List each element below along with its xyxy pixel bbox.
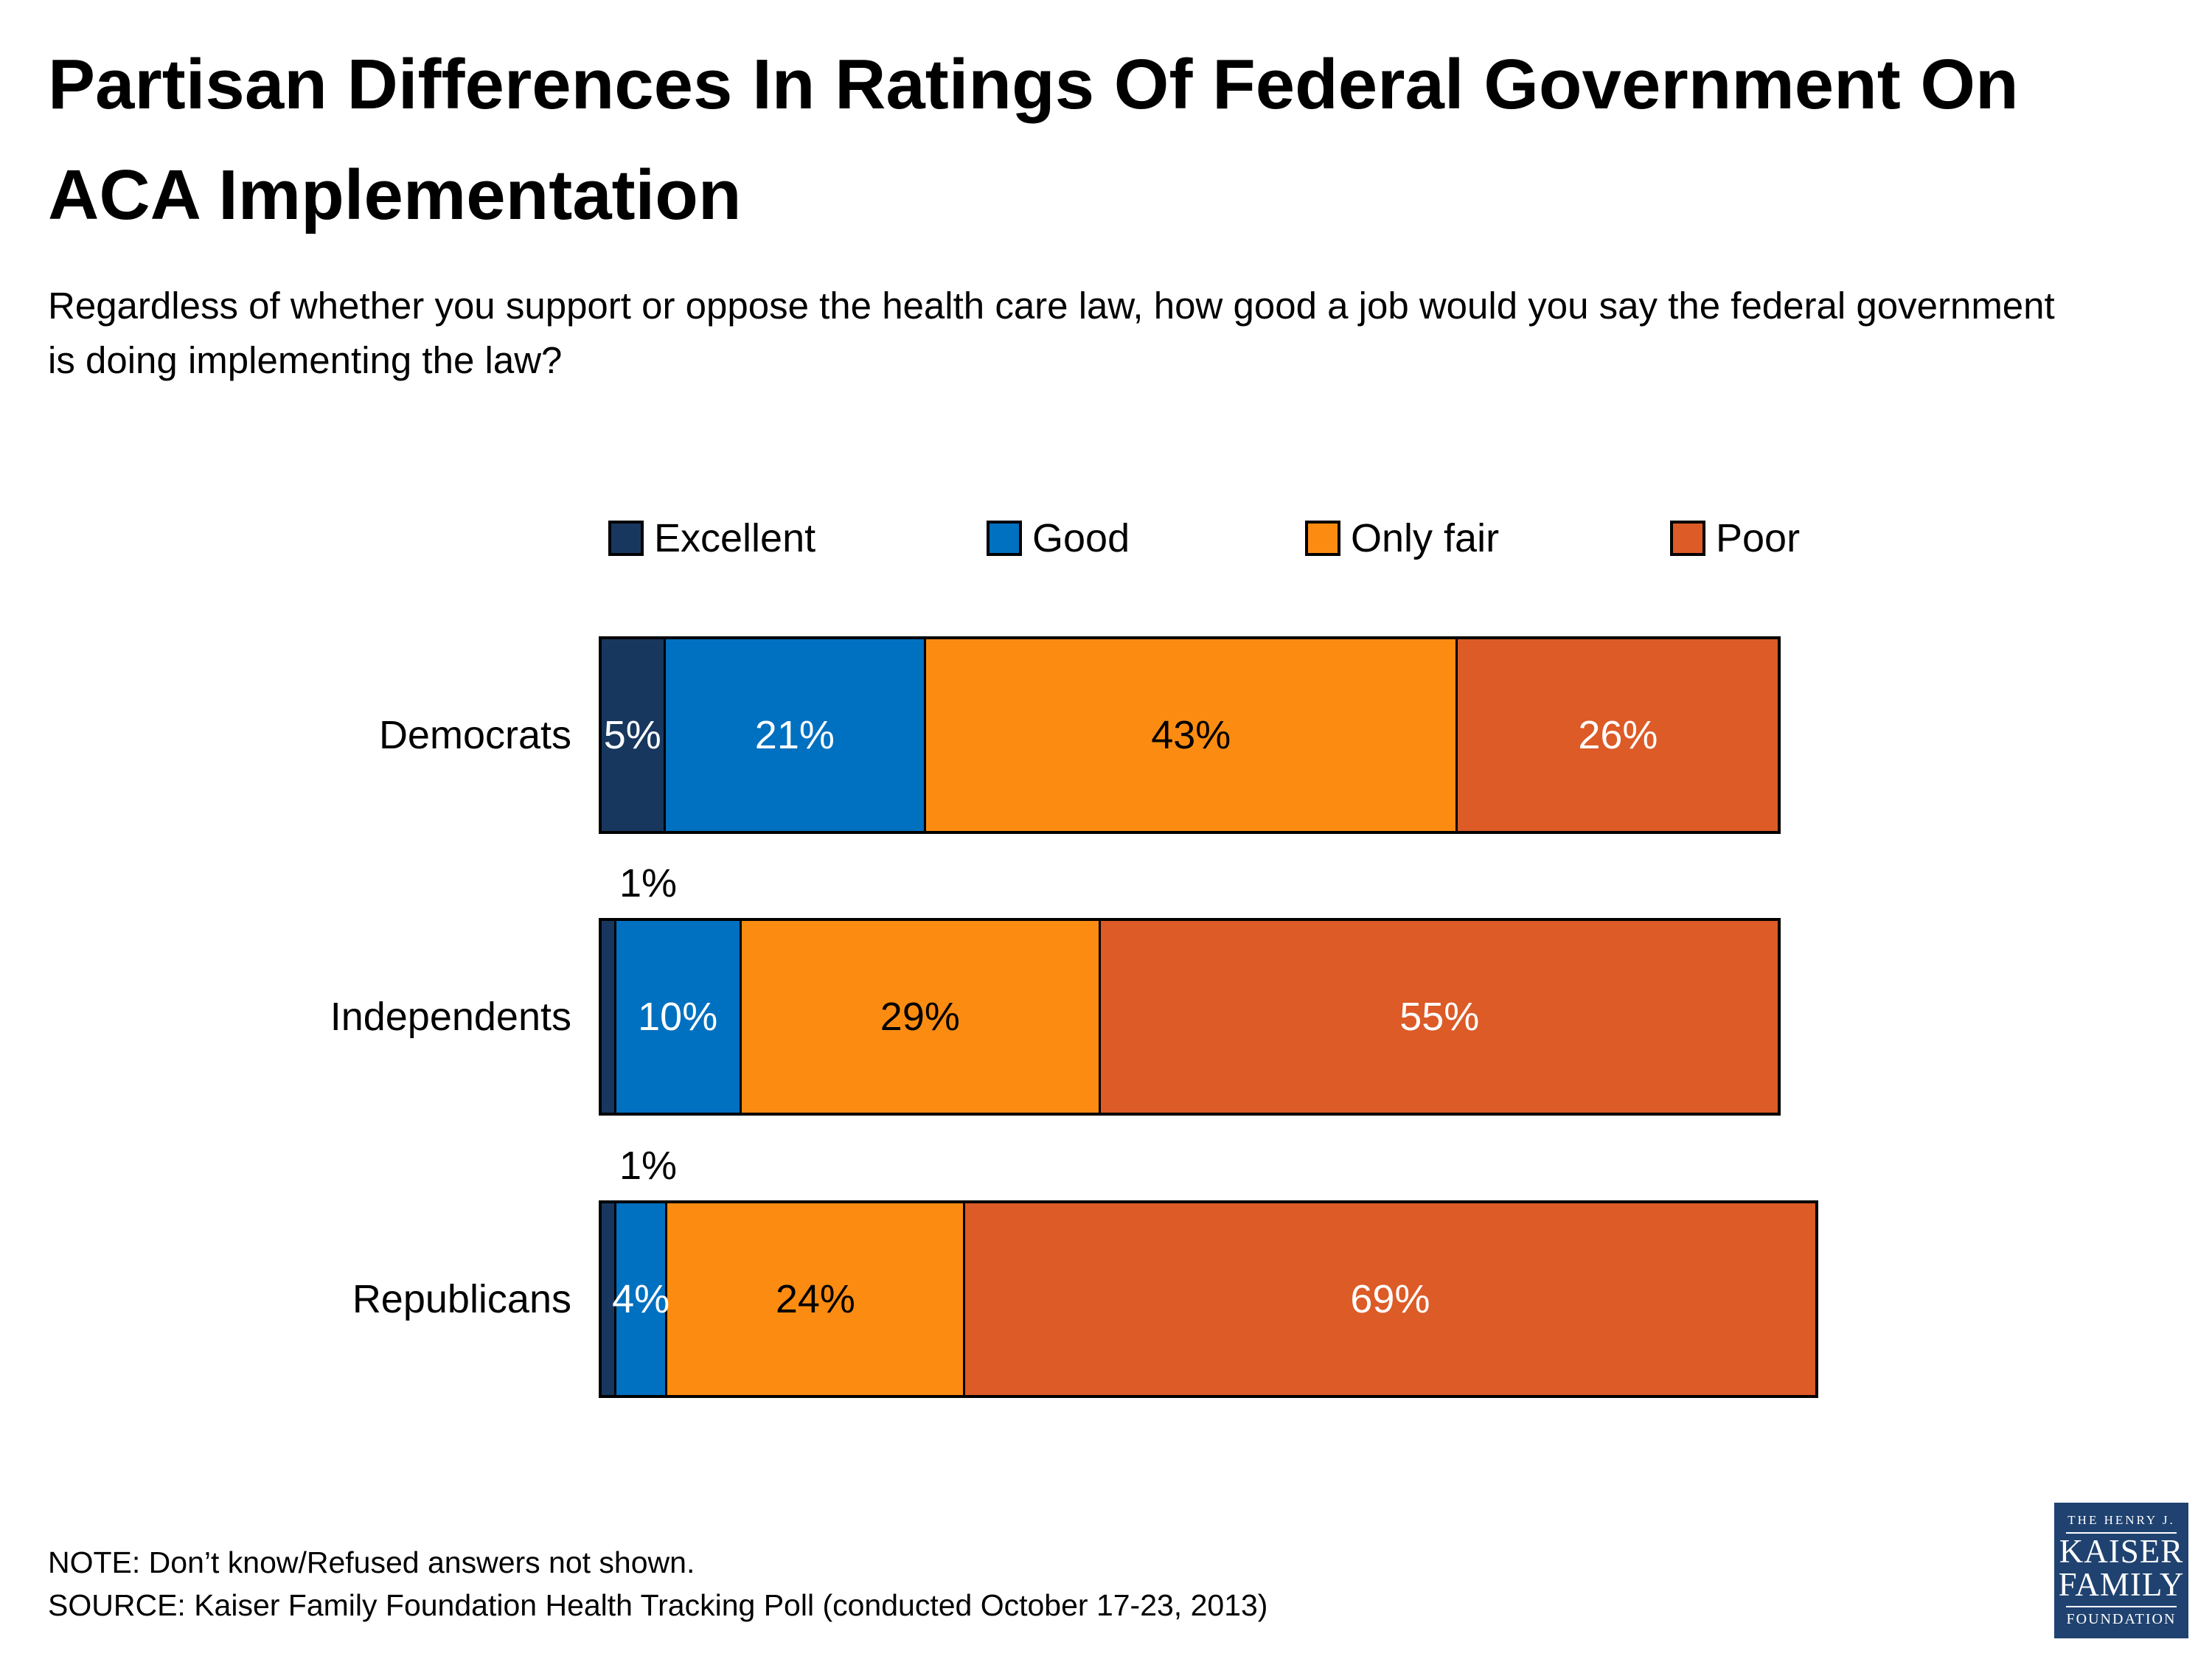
legend-label: Poor xyxy=(1716,516,1801,560)
bar-segment: 21% xyxy=(663,639,925,831)
page-title: Partisan Differences In Ratings Of Feder… xyxy=(48,29,2186,251)
bar-row: 10% 29% 55% xyxy=(599,918,1781,1116)
legend-label: Excellent xyxy=(654,516,816,560)
logo-divider-top xyxy=(2066,1532,2177,1534)
note: NOTE: Don’t know/Refused answers not sho… xyxy=(48,1545,695,1579)
bar-segment xyxy=(602,1203,614,1395)
page-title-line2: ACA Implementation xyxy=(48,156,742,234)
legend-label: Only fair xyxy=(1351,516,1500,560)
bar-segment: 26% xyxy=(1455,639,1778,831)
legend-item: Poor xyxy=(1670,516,1800,560)
segment-value-label: 5% xyxy=(603,713,661,757)
logo-text-henry: THE HENRY J. xyxy=(2067,1513,2175,1527)
logo-divider-bottom xyxy=(2066,1606,2177,1607)
legend-item: Only fair xyxy=(1305,516,1499,560)
kff-logo: THE HENRY J. KAISER FAMILY FOUNDATION xyxy=(2054,1503,2188,1638)
logo-text-kaiser: KAISER xyxy=(2059,1533,2184,1570)
bar-segment: 69% xyxy=(963,1203,1815,1395)
segment-value-label: 26% xyxy=(1578,713,1658,757)
bar-segment: 29% xyxy=(739,921,1099,1113)
segment-value-label: 4% xyxy=(612,1277,670,1321)
bar-segment: 10% xyxy=(613,921,740,1113)
bar-row: 4% 24% 69% xyxy=(599,1200,1818,1398)
legend-swatch-icon xyxy=(1670,521,1705,556)
bar-segment: 55% xyxy=(1098,921,1778,1113)
legend-item: Good xyxy=(987,516,1130,560)
segment-value-label: 24% xyxy=(775,1277,855,1321)
outside-value-label: 1% xyxy=(619,861,678,905)
legend-label: Good xyxy=(1032,516,1130,560)
segment-value-label: 55% xyxy=(1399,995,1480,1039)
category-label: Independents xyxy=(330,995,571,1039)
subtitle-line1: Regardless of whether you support or opp… xyxy=(48,285,2055,327)
category-label: Democrats xyxy=(378,713,571,757)
logo-text-foundation: FOUNDATION xyxy=(2066,1611,2177,1627)
segment-value-label: 69% xyxy=(1350,1277,1430,1321)
bar-segment: 43% xyxy=(924,639,1456,831)
category-label: Republicans xyxy=(352,1277,571,1321)
segment-value-label: 29% xyxy=(880,995,960,1039)
subtitle: Regardless of whether you support or opp… xyxy=(48,279,2201,388)
bar-segment: 5% xyxy=(602,639,664,831)
bar-segment: 24% xyxy=(665,1203,964,1395)
legend-swatch-icon xyxy=(987,521,1022,556)
outside-value-label: 1% xyxy=(619,1144,678,1188)
bar-segment xyxy=(602,921,614,1113)
source: SOURCE: Kaiser Family Foundation Health … xyxy=(48,1588,1268,1622)
bar-row: 5% 21% 43% 26% xyxy=(599,636,1781,834)
segment-value-label: 21% xyxy=(754,713,835,757)
page-title-line1: Partisan Differences In Ratings Of Feder… xyxy=(48,45,2019,124)
bar-segment: 4% xyxy=(612,1203,670,1395)
segment-value-label: 43% xyxy=(1151,713,1231,757)
legend-swatch-icon xyxy=(608,521,644,556)
segment-value-label: 10% xyxy=(638,995,718,1039)
legend-item: Excellent xyxy=(608,516,815,560)
logo-text-family: FAMILY xyxy=(2058,1566,2185,1603)
legend-swatch-icon xyxy=(1305,521,1340,556)
subtitle-line2: is doing implementing the law? xyxy=(48,339,563,381)
